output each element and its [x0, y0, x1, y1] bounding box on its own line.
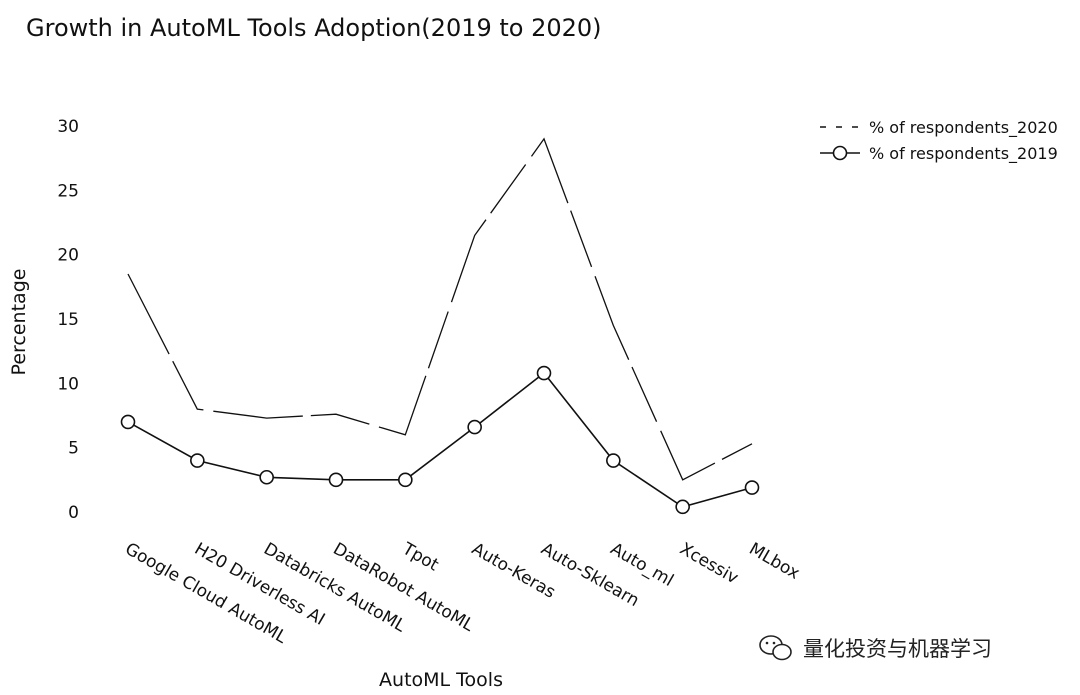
x-tick-label: Tpot	[398, 539, 442, 576]
y-tick-label: 30	[57, 117, 79, 137]
series-line-0	[127, 137, 753, 481]
data-point[interactable]	[606, 453, 621, 468]
watermark-text: 量化投资与机器学习	[803, 637, 992, 661]
data-point[interactable]	[536, 365, 552, 381]
x-tick-label: Xcessiv	[676, 539, 741, 588]
series-line-1	[127, 371, 753, 508]
y-tick-label: 20	[57, 246, 79, 266]
y-tick-label: 25	[57, 181, 79, 201]
watermark: 量化投资与机器学习	[759, 635, 992, 661]
x-axis-label: AutoML Tools	[379, 669, 503, 691]
plot-area	[120, 137, 760, 515]
y-axis-label: Percentage	[8, 269, 30, 376]
data-point[interactable]	[398, 472, 413, 488]
data-point[interactable]	[675, 499, 690, 515]
y-tick-label: 15	[57, 310, 79, 330]
data-point[interactable]	[190, 453, 205, 468]
data-point[interactable]	[259, 469, 274, 485]
legend-marker	[832, 145, 848, 161]
data-point[interactable]	[467, 419, 482, 435]
legend-label: % of respondents_2019	[869, 144, 1058, 164]
legend-item[interactable]: % of respondents_2020	[820, 118, 1058, 138]
legend-label: % of respondents_2020	[869, 118, 1058, 138]
wechat-icon	[759, 635, 792, 661]
legend[interactable]: % of respondents_2020 % of respondents_20…	[820, 118, 1058, 164]
data-point[interactable]	[744, 480, 760, 495]
legend-item[interactable]: % of respondents_2019	[820, 144, 1058, 164]
data-point[interactable]	[328, 472, 344, 488]
y-axis-ticks: 0 5 10 15 20 25 30	[57, 117, 79, 523]
x-tick-label: MLbox	[746, 539, 804, 584]
y-tick-label: 10	[57, 374, 79, 394]
y-tick-label: 5	[68, 439, 79, 459]
chart-title: Growth in AutoML Tools Adoption(2019 to …	[26, 14, 602, 42]
data-point[interactable]	[120, 414, 136, 430]
y-tick-label: 0	[68, 503, 79, 523]
